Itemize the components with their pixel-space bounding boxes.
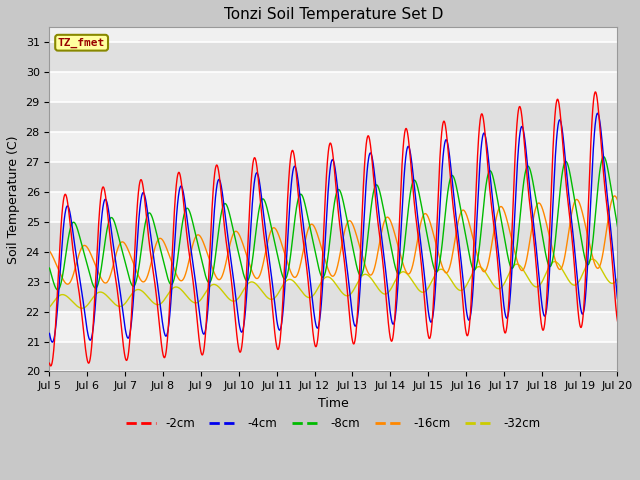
Bar [49, 252, 618, 282]
Title: Tonzi Soil Temperature Set D: Tonzi Soil Temperature Set D [224, 7, 443, 22]
Y-axis label: Soil Temperature (C): Soil Temperature (C) [7, 135, 20, 264]
Bar [49, 312, 618, 341]
Bar [49, 162, 618, 192]
Legend: -2cm, -4cm, -8cm, -16cm, -32cm: -2cm, -4cm, -8cm, -16cm, -32cm [122, 412, 546, 434]
Bar [49, 42, 618, 72]
Bar [49, 132, 618, 162]
Bar [49, 72, 618, 102]
X-axis label: Time: Time [318, 396, 349, 410]
Bar [49, 192, 618, 222]
Bar [49, 222, 618, 252]
Bar [49, 102, 618, 132]
Bar [49, 282, 618, 312]
Text: TZ_fmet: TZ_fmet [58, 37, 105, 48]
Bar [49, 341, 618, 372]
